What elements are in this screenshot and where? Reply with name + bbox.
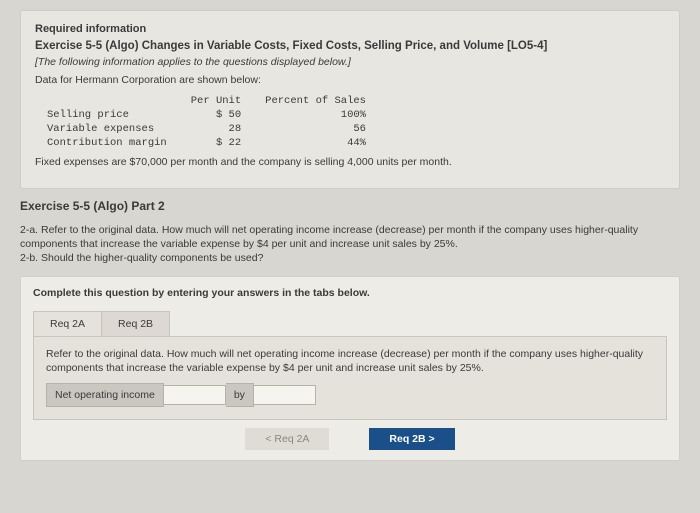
info-card: Required information Exercise 5-5 (Algo)… [20, 10, 680, 189]
fixed-expenses-line: Fixed expenses are $70,000 per month and… [35, 156, 665, 168]
required-info-label: Required information [35, 23, 665, 35]
by-label: by [226, 383, 254, 407]
exercise-title: Exercise 5-5 (Algo) Changes in Variable … [35, 40, 665, 52]
note-line: [The following information applies to th… [35, 56, 665, 68]
instruction: Complete this question by entering your … [33, 287, 667, 299]
tabs: Req 2A Req 2B [33, 311, 667, 336]
tab-req-2b[interactable]: Req 2B [102, 311, 170, 336]
col-percent: Percent of Sales [253, 94, 378, 108]
tab-body-text: Refer to the original data. How much wil… [46, 347, 654, 375]
answer-dropdown[interactable] [164, 385, 226, 405]
answer-amount-input[interactable] [254, 385, 316, 405]
answer-card: Complete this question by entering your … [20, 276, 680, 462]
part2-title: Exercise 5-5 (Algo) Part 2 [20, 199, 680, 213]
prev-button[interactable]: < Req 2A [245, 428, 329, 450]
table-row: Variable expenses 28 56 [35, 122, 378, 136]
nav-row: < Req 2A Req 2B > [33, 428, 667, 450]
tab-req-2a[interactable]: Req 2A [33, 311, 102, 336]
data-table: Per Unit Percent of Sales Selling price … [35, 94, 378, 150]
table-row: Contribution margin $ 22 44% [35, 136, 378, 150]
answer-row: Net operating income by [46, 383, 654, 407]
tab-body: Refer to the original data. How much wil… [33, 336, 667, 421]
col-per-unit: Per Unit [179, 94, 253, 108]
next-button[interactable]: Req 2B > [369, 428, 454, 450]
table-row: Selling price $ 50 100% [35, 108, 378, 122]
answer-label: Net operating income [46, 383, 164, 407]
question-text: 2-a. Refer to the original data. How muc… [20, 223, 680, 266]
data-intro: Data for Hermann Corporation are shown b… [35, 74, 665, 86]
